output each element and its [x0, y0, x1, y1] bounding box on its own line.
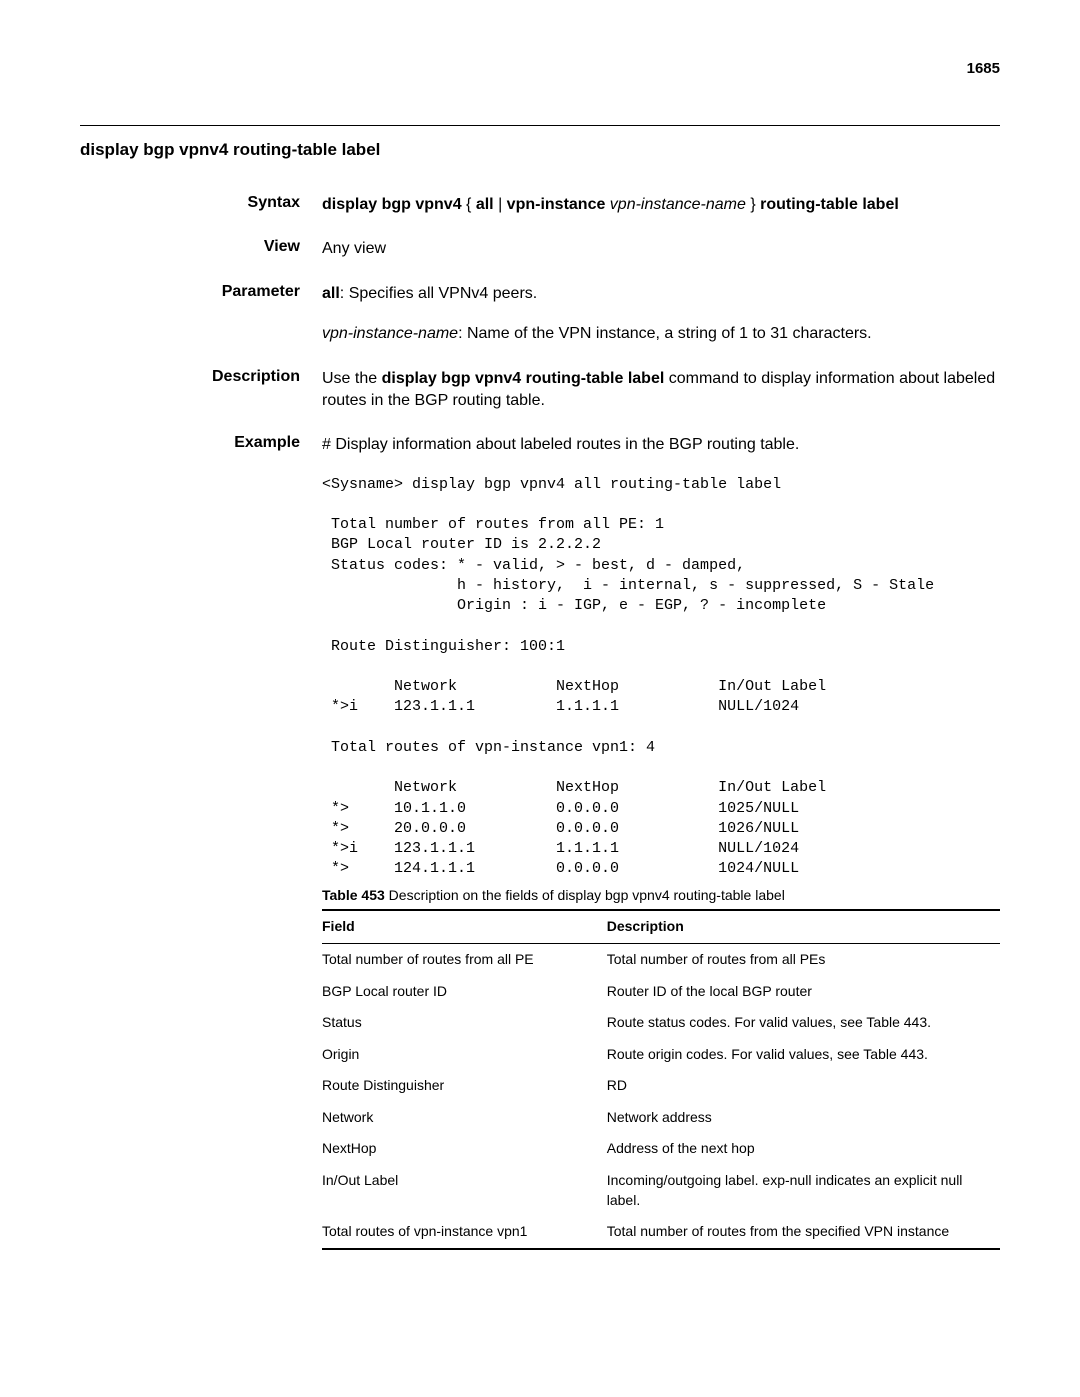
param-text: : Name of the VPN instance, a string of …	[458, 325, 872, 342]
view-label: View	[80, 238, 322, 260]
example-row: Example # Display information about labe…	[80, 434, 1000, 1250]
parameter-row: Parameter all: Specifies all VPNv4 peers…	[80, 283, 1000, 346]
table-row: Total routes of vpn-instance vpn1Total n…	[322, 1216, 1000, 1249]
table-header-row: Field Description	[322, 910, 1000, 943]
desc-cell: Address of the next hop	[607, 1133, 1000, 1165]
table-row: In/Out LabelIncoming/outgoing label. exp…	[322, 1165, 1000, 1216]
field-cell: BGP Local router ID	[322, 976, 607, 1008]
view-content: Any view	[322, 238, 1000, 260]
table-caption-text: Description on the fields of display bgp…	[385, 887, 785, 903]
syntax-part: {	[462, 196, 476, 213]
field-cell: Origin	[322, 1039, 607, 1071]
syntax-row: Syntax display bgp vpnv4 { all | vpn-ins…	[80, 194, 1000, 216]
desc-cell: Incoming/outgoing label. exp-null indica…	[607, 1165, 1000, 1216]
section-title: display bgp vpnv4 routing-table label	[80, 140, 1000, 160]
syntax-part: vpn-instance	[507, 196, 606, 213]
field-cell: Total number of routes from all PE	[322, 943, 607, 975]
parameter-line: vpn-instance-name: Name of the VPN insta…	[322, 323, 1000, 345]
field-cell: In/Out Label	[322, 1165, 607, 1216]
console-output: <Sysname> display bgp vpnv4 all routing-…	[322, 475, 1000, 880]
parameter-content: all: Specifies all VPNv4 peers. vpn-inst…	[322, 283, 1000, 346]
table-row: Route DistinguisherRD	[322, 1070, 1000, 1102]
syntax-label: Syntax	[80, 194, 322, 216]
desc-cell: Router ID of the local BGP router	[607, 976, 1000, 1008]
desc-cell: Route status codes. For valid values, se…	[607, 1007, 1000, 1039]
example-intro: # Display information about labeled rout…	[322, 434, 1000, 456]
table-row: OriginRoute origin codes. For valid valu…	[322, 1039, 1000, 1071]
desc-text: Use the	[322, 370, 382, 387]
table-row: BGP Local router IDRouter ID of the loca…	[322, 976, 1000, 1008]
syntax-part: routing-table label	[760, 196, 899, 213]
field-cell: NextHop	[322, 1133, 607, 1165]
syntax-part: }	[750, 196, 760, 213]
description-row: Description Use the display bgp vpnv4 ro…	[80, 368, 1000, 413]
divider	[80, 125, 1000, 126]
desc-cell: Total number of routes from the specifie…	[607, 1216, 1000, 1249]
description-content: Use the display bgp vpnv4 routing-table …	[322, 368, 1000, 413]
parameter-line: all: Specifies all VPNv4 peers.	[322, 283, 1000, 305]
parameter-label: Parameter	[80, 283, 322, 346]
field-cell: Status	[322, 1007, 607, 1039]
table-row: NetworkNetwork address	[322, 1102, 1000, 1134]
syntax-part: |	[494, 196, 507, 213]
table-row: NextHopAddress of the next hop	[322, 1133, 1000, 1165]
syntax-content: display bgp vpnv4 { all | vpn-instance v…	[322, 194, 1000, 216]
field-cell: Network	[322, 1102, 607, 1134]
page-number: 1685	[80, 60, 1000, 77]
field-cell: Total routes of vpn-instance vpn1	[322, 1216, 607, 1249]
view-row: View Any view	[80, 238, 1000, 260]
example-content: # Display information about labeled rout…	[322, 434, 1000, 1250]
description-table: Field Description Total number of routes…	[322, 909, 1000, 1250]
desc-cell: RD	[607, 1070, 1000, 1102]
desc-cell: Route origin codes. For valid values, se…	[607, 1039, 1000, 1071]
param-text: : Specifies all VPNv4 peers.	[340, 285, 537, 302]
table-caption: Table 453 Description on the fields of d…	[322, 886, 1000, 906]
description-label: Description	[80, 368, 322, 413]
table-row: StatusRoute status codes. For valid valu…	[322, 1007, 1000, 1039]
table-number: Table 453	[322, 887, 385, 903]
desc-text: display bgp vpnv4 routing-table label	[382, 370, 665, 387]
syntax-part: display bgp vpnv4	[322, 196, 462, 213]
desc-cell: Network address	[607, 1102, 1000, 1134]
param-key: all	[322, 285, 340, 302]
field-cell: Route Distinguisher	[322, 1070, 607, 1102]
document-page: 1685 display bgp vpnv4 routing-table lab…	[0, 0, 1080, 1328]
syntax-part: vpn-instance-name	[605, 196, 750, 213]
table-header-desc: Description	[607, 910, 1000, 943]
table-header-field: Field	[322, 910, 607, 943]
desc-cell: Total number of routes from all PEs	[607, 943, 1000, 975]
syntax-part: all	[476, 196, 494, 213]
table-row: Total number of routes from all PETotal …	[322, 943, 1000, 975]
param-key: vpn-instance-name	[322, 325, 458, 342]
example-label: Example	[80, 434, 322, 1250]
